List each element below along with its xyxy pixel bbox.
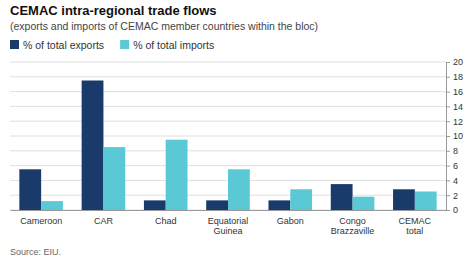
x-axis-line [11,210,447,211]
x-tick-label: CongoBrazzaville [331,216,375,236]
source: Source: EIU. [10,247,61,257]
bar [268,200,290,210]
y-tick-mark [446,121,450,122]
y-tick-mark [446,166,450,167]
y-tick-label: 12 [453,117,463,127]
bar [144,200,166,210]
bar [353,197,375,210]
x-tick-label: EquatorialGuinea [208,216,249,236]
bar-series [41,140,437,210]
subtitle: (exports and imports of CEMAC member cou… [10,20,318,32]
chart: CEMAC intra-regional trade flows (exports… [0,0,474,260]
grid-line [10,121,446,122]
grid-line [10,150,446,151]
x-tick-label: Cameroon [20,216,62,226]
grid-line [10,136,446,137]
y-tick: 10 [446,131,463,141]
y-tick: 14 [446,102,463,112]
y-axis: 0 2 4 6 8 10 12 14 16 18 20 [446,57,463,215]
y-tick-label: 10 [453,131,463,141]
x-tick: CongoBrazzaville [331,210,375,236]
grid-line [10,62,446,63]
y-tick: 6 [446,161,458,171]
legend: % of total exports % of total imports [10,39,214,51]
y-tick-label: 14 [453,102,463,112]
bar [290,189,312,210]
bar [41,201,63,210]
x-tick: Chad [155,210,177,226]
y-tick: 8 [446,146,458,156]
legend-swatch [120,40,129,49]
x-tick: Gabon [277,210,304,226]
y-tick: 4 [446,176,458,186]
x-tick-label-line: Cameroon [20,216,62,226]
bar [206,200,228,210]
y-tick: 12 [446,117,463,127]
legend-item: % of total exports [10,39,104,51]
x-tick-label-line: Gabon [277,216,304,226]
x-tick-label-line: total [406,226,423,236]
x-tick: CAR [94,210,114,226]
title: CEMAC intra-regional trade flows [10,3,217,18]
x-axis: Cameroon CAR Chad EquatorialGuinea Gabon Cong… [11,210,447,236]
x-tick-label-line: Guinea [213,226,242,236]
y-tick-label: 18 [453,72,463,82]
plot: Cameroon CAR Chad EquatorialGuinea Gabon Cong… [10,57,463,236]
y-tick: 16 [446,87,463,97]
bar [415,192,437,211]
y-tick-label: 8 [453,146,458,156]
x-tick: EquatorialGuinea [208,210,249,236]
bar-series [19,81,415,211]
bar [103,147,125,210]
y-tick-label: 16 [453,87,463,97]
y-tick: 2 [446,191,458,201]
legend-swatch [10,40,19,49]
bar [166,140,188,210]
y-tick: 0 [446,205,458,215]
y-tick-mark [446,136,450,137]
y-tick-mark [446,151,450,152]
x-tick: Cameroon [20,210,62,226]
grid-line [10,76,446,77]
x-tick-label-line: Equatorial [208,216,249,226]
x-tick-label-line: CEMAC [399,216,432,226]
y-tick-mark [446,92,450,93]
x-tick-label: CEMACtotal [399,216,432,236]
x-tick-label-line: Congo [339,216,366,226]
bar [19,169,41,210]
y-tick-mark [446,210,450,211]
y-tick: 20 [446,57,463,67]
grid-line [10,165,446,166]
y-axis-line [447,63,451,211]
bar [331,184,353,210]
x-tick-label: Chad [155,216,177,226]
y-tick-label: 4 [453,176,458,186]
x-tick-label-line: Chad [155,216,177,226]
y-tick-label: 0 [453,205,458,215]
legend-label: % of total imports [133,39,214,51]
x-tick-label-line: CAR [94,216,114,226]
legend-label: % of total exports [23,39,104,51]
legend-item: % of total imports [120,39,214,51]
bar [228,169,250,210]
x-tick: CEMACtotal [399,210,432,236]
y-tick-mark [446,180,450,181]
grid-line [10,91,446,92]
y-tick-mark [446,77,450,78]
y-tick-label: 2 [453,191,458,201]
y-tick-mark [446,62,450,63]
x-tick-label-line: Brazzaville [331,226,375,236]
grid-line [10,106,446,107]
y-tick: 18 [446,72,463,82]
y-tick-label: 6 [453,161,458,171]
y-tick-label: 20 [453,57,463,67]
y-tick-mark [446,195,450,196]
bar [82,81,104,211]
x-tick-label: CAR [94,216,114,226]
y-tick-mark [446,106,450,107]
x-tick-label: Gabon [277,216,304,226]
bar [393,189,415,210]
grid [10,62,446,210]
bars [19,81,436,211]
